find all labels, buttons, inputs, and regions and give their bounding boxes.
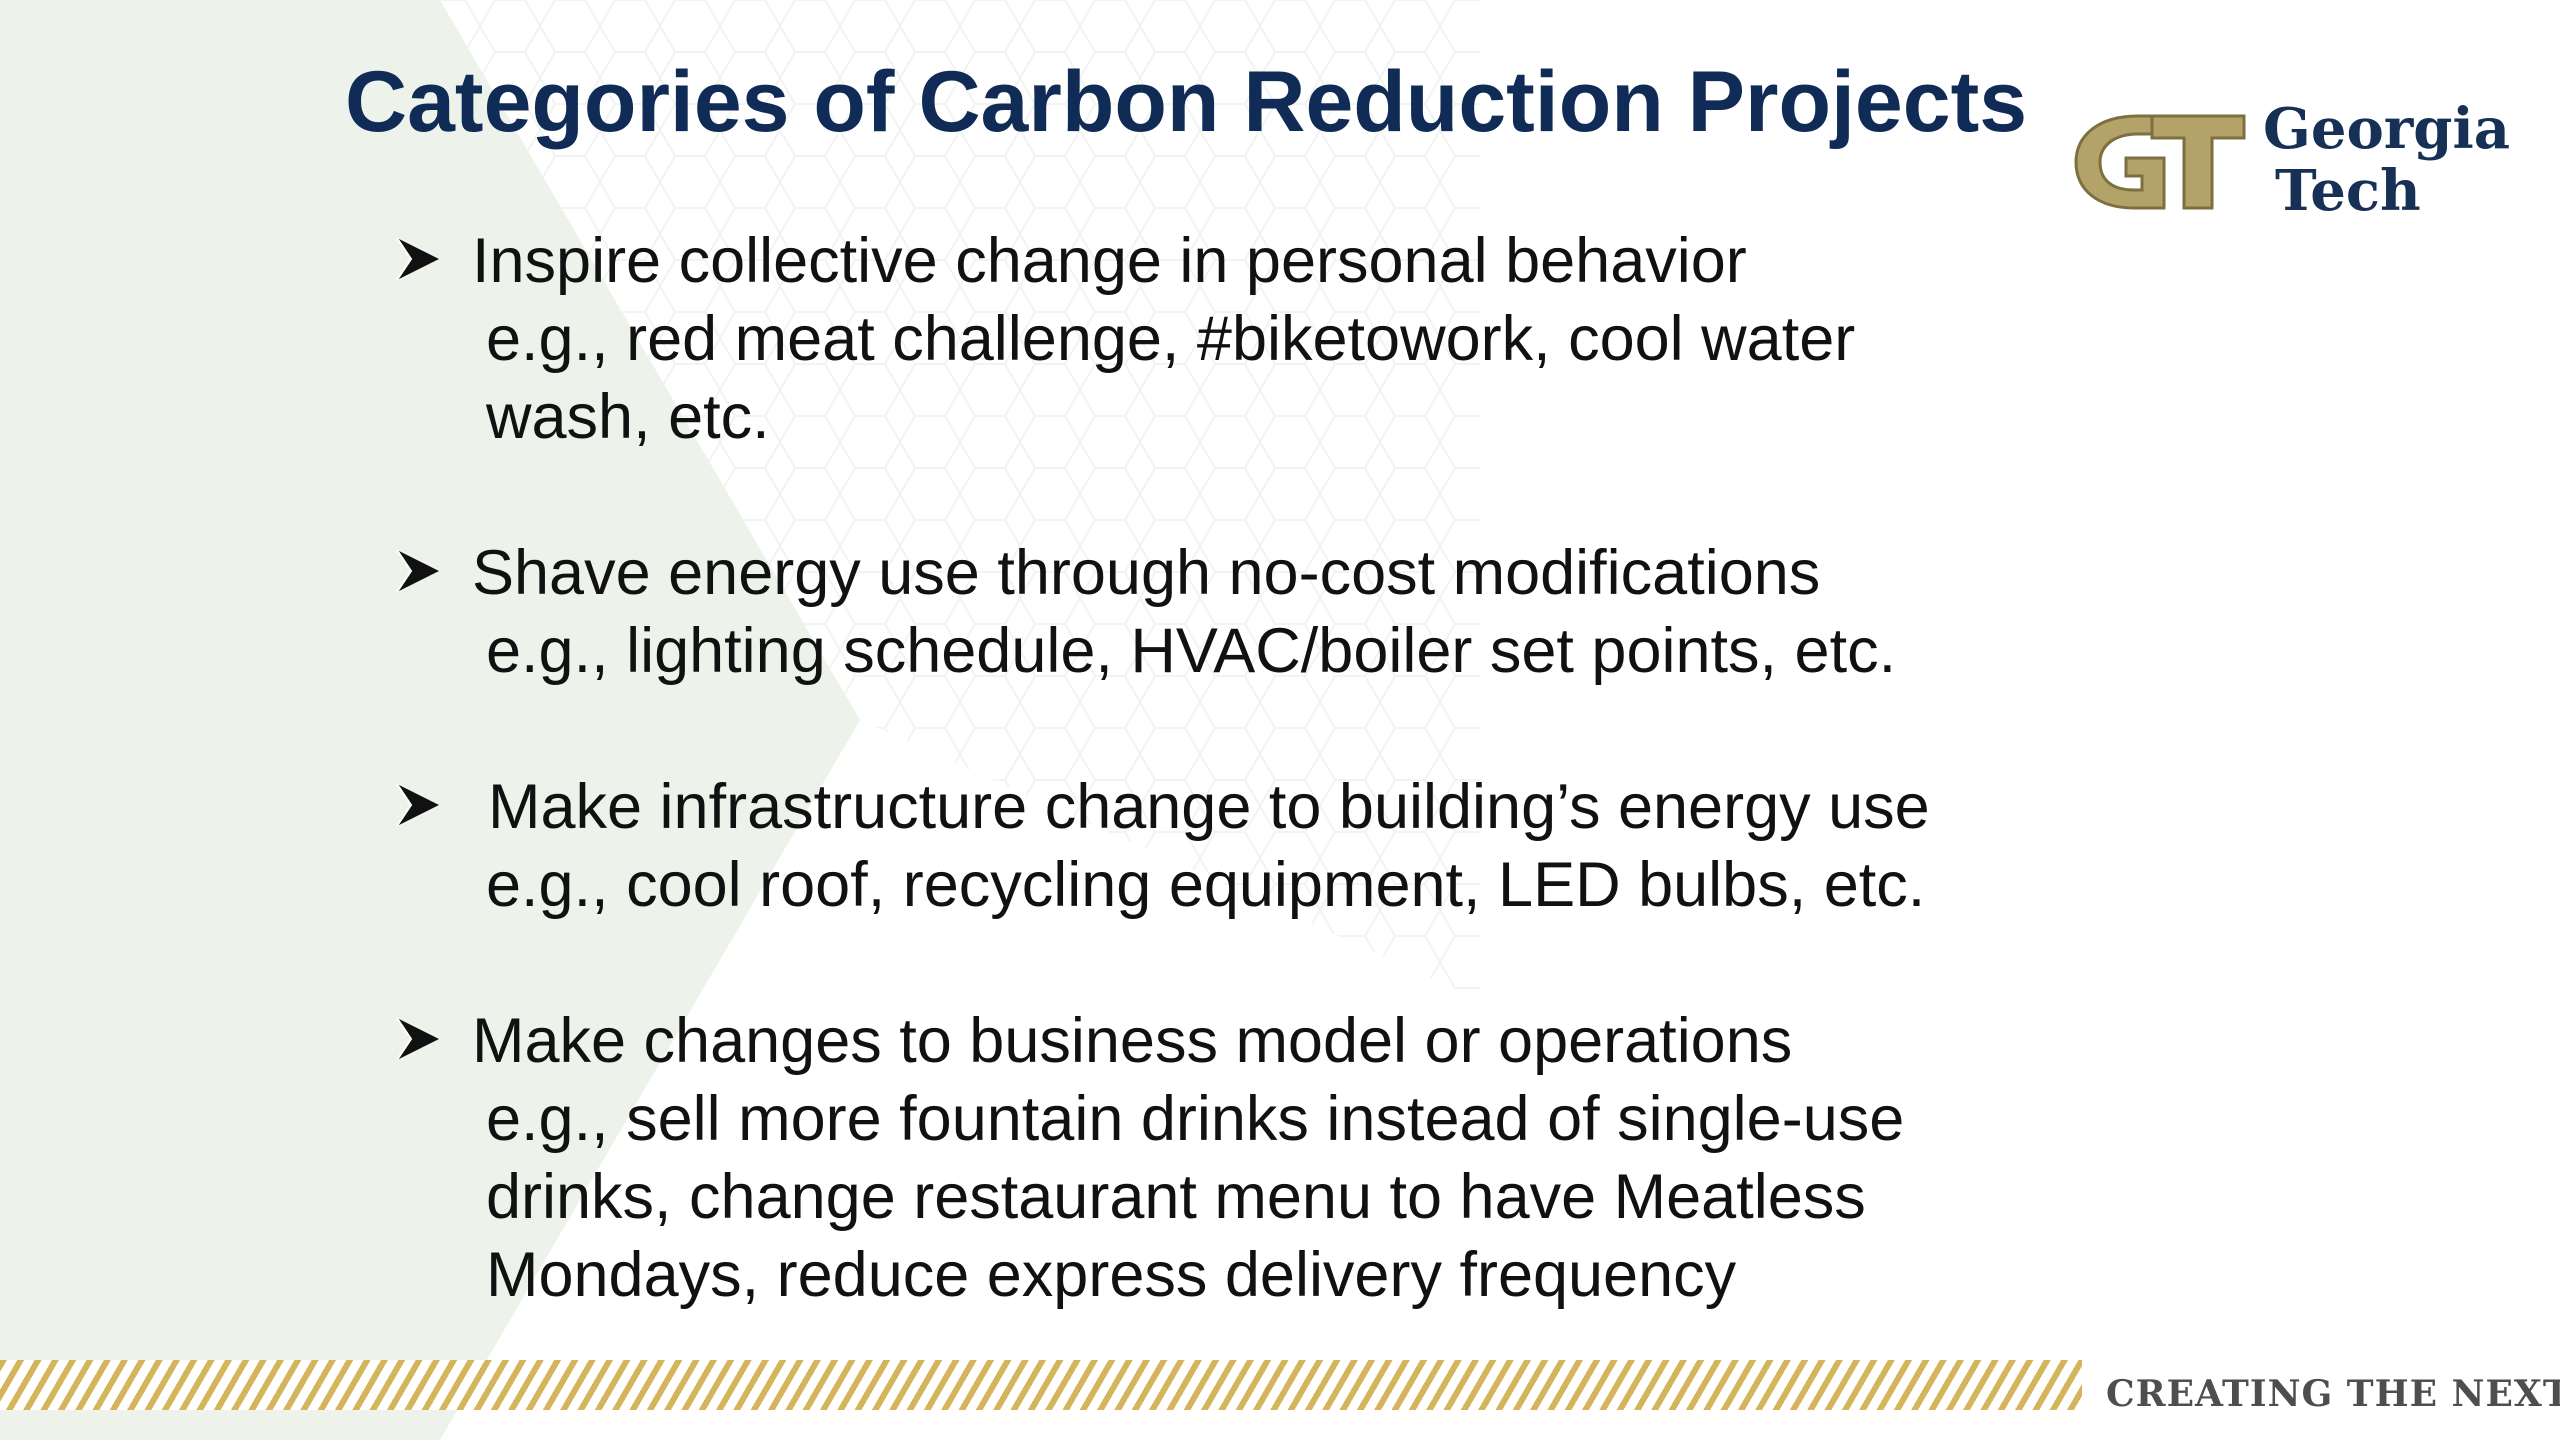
bullet-example-line: e.g., red meat challenge, #biketowork, c… [486, 304, 1856, 374]
bullet-list: Inspire collective change in personal be… [395, 222, 2115, 1314]
bullet-headline: Make changes to business model or operat… [472, 1006, 1793, 1076]
gt-monogram-icon [2074, 114, 2246, 210]
bullet-example-line: e.g., cool roof, recycling equipment, LE… [486, 850, 1926, 920]
arrowhead-bullet-icon [396, 783, 439, 827]
logo-line-1: Georgia [2263, 96, 2511, 162]
bullet-item: Make changes to business model or operat… [395, 1002, 2115, 1314]
logo-wordmark: Georgia Tech [2263, 98, 2510, 222]
bullet-example-line: e.g., lighting schedule, HVAC/boiler set… [486, 616, 1897, 686]
bullet-headline: Inspire collective change in personal be… [472, 226, 1747, 296]
bullet-item: Inspire collective change in personal be… [395, 222, 2115, 456]
bullet-example-line: drinks, change restaurant menu to have M… [486, 1162, 1866, 1232]
footer-tagline: CREATING THE NEXT® [2106, 1368, 2560, 1414]
bullet-headline: Shave energy use through no-cost modific… [472, 538, 1821, 608]
arrowhead-bullet-icon [396, 1017, 439, 1061]
tagline-text: CREATING THE NEXT [2106, 1373, 2560, 1415]
slide-title: Categories of Carbon Reduction Projects [345, 54, 2028, 150]
georgia-tech-logo: Georgia Tech [2068, 98, 2510, 228]
bullet-example-line: wash, etc. [486, 382, 770, 452]
bullet-item: Make infrastructure change to building’s… [395, 768, 2115, 924]
bullet-example-line: e.g., sell more fountain drinks instead … [486, 1084, 1905, 1154]
logo-line-2: Tech [2275, 158, 2421, 224]
arrowhead-bullet-icon [396, 237, 439, 281]
footer-stripe [0, 1360, 2082, 1410]
bullet-item: Shave energy use through no-cost modific… [395, 534, 2115, 690]
arrowhead-bullet-icon [396, 549, 439, 593]
bullet-headline: Make infrastructure change to building’s… [488, 772, 1930, 842]
bullet-example-line: Mondays, reduce express delivery frequen… [486, 1240, 1737, 1310]
